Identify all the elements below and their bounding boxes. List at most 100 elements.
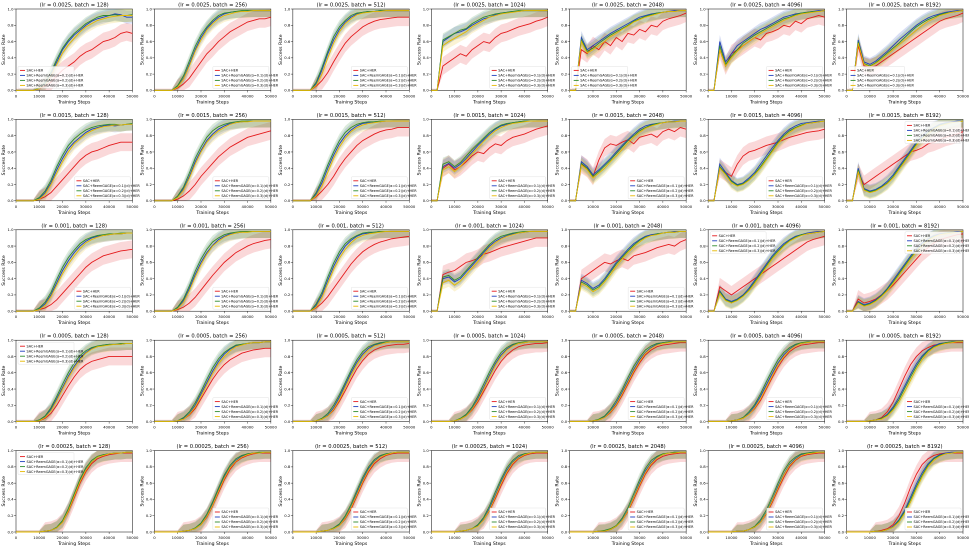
y-tick-label: 0.8 — [700, 464, 707, 469]
x-tick-label: 10000 — [449, 425, 462, 430]
legend-label: SAC+HER — [360, 400, 377, 404]
y-axis-label: Success Rate — [555, 365, 561, 396]
legend-label: SAC+HER — [637, 400, 654, 404]
y-tick-label: 0.8 — [838, 243, 845, 248]
y-tick-label: 0.6 — [284, 149, 291, 154]
x-tick-label: 0 — [153, 204, 156, 209]
x-tick-label: 50000 — [542, 314, 555, 319]
x-tick-label: 0 — [153, 314, 156, 319]
x-tick-label: 10000 — [172, 314, 185, 319]
y-axis-label: Success Rate — [278, 145, 284, 176]
x-tick-label: 40000 — [103, 93, 116, 98]
y-tick-label: 0.6 — [700, 39, 707, 44]
subplot-title: (lr = 0.0015, batch = 2048) — [592, 113, 664, 119]
y-tick-label: 0.4 — [423, 497, 430, 502]
y-tick-label: 0.8 — [284, 464, 291, 469]
y-tick-label: 0.2 — [423, 513, 430, 518]
x-tick-label: 30000 — [495, 535, 508, 540]
series-band-3 — [154, 9, 271, 91]
x-tick-label: 40000 — [242, 93, 255, 98]
legend: SAC+HERSAC+ReemGAGE(α=0.1)(d)+HERSAC+Ree… — [351, 287, 417, 310]
series-line-3 — [16, 123, 133, 202]
y-tick-label: 0.8 — [7, 133, 14, 138]
subplot-5: (lr = 0.0025, batch = 4096) 0 10000 20000 30… — [693, 3, 832, 106]
y-tick-label: 0.4 — [561, 276, 568, 281]
series-band-1 — [431, 9, 548, 91]
y-tick-label: 0.2 — [7, 182, 14, 187]
y-tick-label: 0.6 — [284, 260, 291, 265]
legend-label: SAC+HER — [914, 510, 931, 514]
y-tick-label: 0.0 — [700, 88, 707, 93]
x-tick-label: 50000 — [542, 535, 555, 540]
x-tick-label: 0 — [569, 314, 572, 319]
y-axis-label: Success Rate — [693, 145, 699, 176]
legend-label: SAC+ReemGAGE(α=0.1)(d)+HER — [637, 515, 694, 519]
series-band-0 — [569, 230, 687, 312]
series-line-3 — [292, 10, 410, 91]
x-tick-label: 0 — [707, 93, 710, 98]
legend-label: SAC+ReemGAGE(α=0.3)(d)+HER — [914, 525, 969, 529]
y-tick-label: 1.0 — [423, 338, 430, 343]
subplot-0: (lr = 0.0025, batch = 128) 0 10000 20000 300… — [1, 3, 139, 106]
series-band-3 — [154, 450, 271, 532]
series-line-3 — [846, 451, 963, 533]
legend-label: SAC+ReemGAGE(α=0.3)(d)+HER — [221, 525, 278, 529]
y-tick-label: 1.0 — [146, 338, 153, 343]
series-band-0 — [431, 119, 548, 201]
y-tick-label: 0.4 — [7, 55, 14, 60]
subplot-17: (lr = 0.001, batch = 1024) 0 10000 20000 300… — [416, 223, 555, 326]
y-tick-label: 0.4 — [146, 55, 153, 60]
subplot-9: (lr = 0.0015, batch = 512) 0 10000 20000 300… — [278, 113, 417, 216]
subplot-16: (lr = 0.001, batch = 512) 0 10000 20000 3000… — [278, 223, 417, 326]
y-tick-label: 0.8 — [146, 464, 153, 469]
x-tick-label: 40000 — [934, 204, 947, 209]
y-tick-label: 0.8 — [561, 354, 568, 359]
y-tick-label: 0.0 — [561, 309, 568, 314]
legend-label: SAC+HER — [221, 179, 238, 183]
y-tick-label: 1.0 — [284, 6, 291, 11]
x-tick-label: 20000 — [472, 93, 485, 98]
y-tick-label: 0.4 — [561, 55, 568, 60]
x-tick-label: 30000 — [80, 204, 93, 209]
legend: SAC+HERSAC+ReemGAGE(α=0.1)(d)+HERSAC+Ree… — [848, 66, 915, 89]
legend: SAC+HERSAC+ReemGAGE(α=0.1)(d)+HERSAC+Ree… — [627, 507, 694, 531]
y-tick-label: 0.8 — [838, 354, 845, 359]
subplot-title: (lr = 0.001, batch = 512) — [318, 223, 384, 229]
legend-label: SAC+ReemGAGE(α=0.3)(d)+HER — [775, 194, 832, 198]
x-tick-label: 40000 — [242, 314, 255, 319]
y-tick-label: 0.0 — [561, 198, 568, 203]
series-band-2 — [569, 450, 687, 532]
x-tick-label: 50000 — [126, 204, 139, 209]
series-line-0 — [431, 237, 548, 312]
legend-label: SAC+ReemGAGE(α=0.3)(d)+HER — [775, 415, 832, 419]
x-axis-label: Training Steps — [57, 99, 91, 105]
series-band-1 — [708, 450, 825, 532]
legend-box — [709, 231, 767, 254]
x-tick-label: 50000 — [126, 314, 139, 319]
legend-label: SAC+ReemGAGE(α=0.2)(d)+HER — [27, 465, 84, 469]
legend-label: SAC+ReemGAGE(α=0.1)(d)+HER — [83, 294, 140, 298]
y-tick-label: 0.8 — [561, 464, 568, 469]
legend-box — [766, 176, 823, 199]
legend-label: SAC+ReemGAGE(α=0.3)(d)+HER — [775, 84, 832, 88]
series-line-0 — [708, 235, 825, 312]
legend-label: SAC+ReemGAGE(α=0.2)(d)+HER — [498, 410, 555, 414]
legend-label: SAC+ReemGAGE(α=0.1)(d)+HER — [719, 239, 776, 243]
series-line-0 — [431, 16, 548, 91]
x-tick-label: 10000 — [864, 535, 877, 540]
legend-label: SAC+ReemGAGE(α=0.3)(d)+HER — [498, 84, 555, 88]
legend-label: SAC+ReemGAGE(α=0.3)(d)+HER — [83, 194, 140, 198]
x-tick-label: 10000 — [310, 204, 323, 209]
y-tick-label: 0.2 — [284, 71, 291, 76]
y-tick-label: 0.0 — [838, 419, 845, 424]
legend-box — [212, 66, 270, 89]
y-tick-label: 0.2 — [284, 513, 291, 518]
x-tick-label: 10000 — [864, 93, 877, 98]
x-tick-label: 50000 — [542, 93, 555, 98]
legend-label: SAC+ReemGAGE(α=0.2)(d)+HER — [914, 244, 969, 248]
x-tick-label: 20000 — [749, 204, 762, 209]
series-band-2 — [846, 229, 963, 312]
y-tick-label: 0.6 — [284, 480, 291, 485]
y-tick-label: 0.6 — [700, 149, 707, 154]
x-tick-label: 0 — [15, 93, 18, 98]
